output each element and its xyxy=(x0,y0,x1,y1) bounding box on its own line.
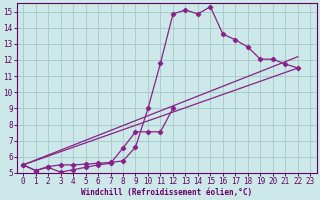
X-axis label: Windchill (Refroidissement éolien,°C): Windchill (Refroidissement éolien,°C) xyxy=(81,188,252,197)
